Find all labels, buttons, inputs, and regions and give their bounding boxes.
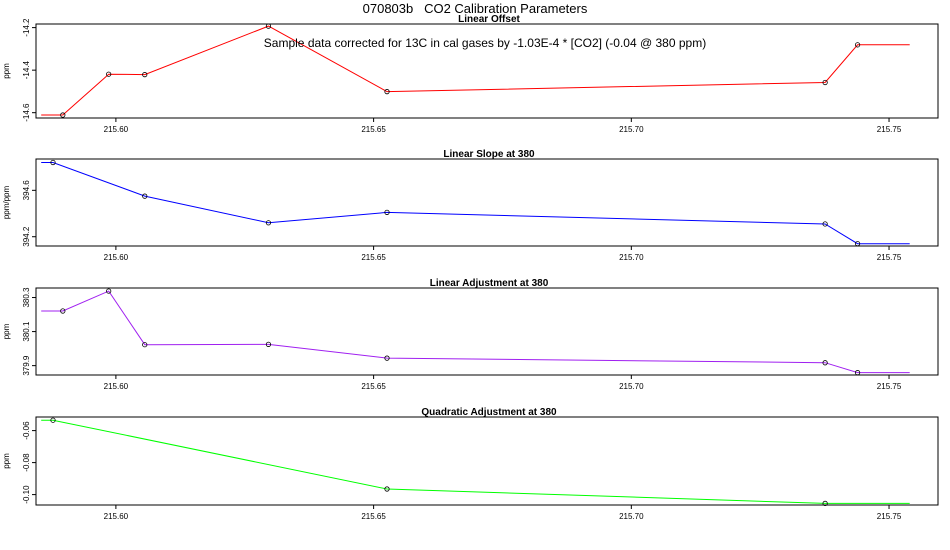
y-axis-label: ppm/ppm bbox=[2, 185, 11, 219]
x-tick-label: 215.70 bbox=[619, 125, 644, 134]
x-tick-label: 215.65 bbox=[361, 382, 386, 391]
y-tick-label: -14.2 bbox=[22, 18, 31, 37]
y-tick-label: -14.6 bbox=[22, 103, 31, 122]
data-point bbox=[106, 288, 112, 294]
data-point bbox=[265, 220, 272, 226]
panel-3: Linear Adjustment at 380 215.60 215.65 215.… bbox=[2, 278, 939, 391]
panel-title: Linear Slope at 380 bbox=[443, 149, 535, 160]
panel-1: Linear Offset 215.60 215.65 215.70 215.75 -14… bbox=[2, 14, 939, 134]
data-point bbox=[384, 486, 390, 492]
figure-title: 070803b CO2 Calibration Parameters bbox=[362, 1, 588, 16]
y-tick-label: 380.1 bbox=[22, 321, 31, 342]
y-tick-label: -0.08 bbox=[22, 453, 31, 472]
panel-4: Quadratic Adjustment at 380 215.60 215.65 2… bbox=[2, 407, 939, 521]
x-tick-label: 215.75 bbox=[877, 125, 902, 134]
x-tick-label: 215.75 bbox=[877, 512, 902, 521]
plot-frame bbox=[35, 416, 939, 506]
panel-title: Linear Adjustment at 380 bbox=[430, 278, 549, 289]
data-point bbox=[142, 72, 148, 78]
y-tick-label: -0.10 bbox=[22, 485, 31, 504]
x-tick-label: 215.60 bbox=[104, 125, 129, 134]
data-point bbox=[854, 241, 861, 247]
data-point bbox=[142, 193, 148, 199]
data-point bbox=[50, 159, 56, 166]
data-point bbox=[822, 500, 828, 506]
y-tick-label: -0.06 bbox=[22, 421, 31, 440]
data-point bbox=[822, 79, 828, 86]
y-axis-label: ppm bbox=[2, 323, 11, 339]
x-tick-label: 215.75 bbox=[877, 253, 902, 262]
x-tick-label: 215.70 bbox=[619, 253, 644, 262]
data-point bbox=[384, 209, 390, 215]
panel-2: Linear Slope at 380 215.60 215.65 215.70 215… bbox=[2, 149, 939, 262]
y-axis-label: ppm bbox=[2, 63, 11, 79]
y-tick-label: 394.2 bbox=[22, 226, 31, 247]
data-point bbox=[60, 112, 66, 118]
data-point bbox=[854, 42, 861, 48]
data-point bbox=[106, 71, 112, 77]
x-tick-label: 215.70 bbox=[619, 382, 644, 391]
x-tick-label: 215.65 bbox=[361, 253, 386, 262]
data-point bbox=[384, 89, 390, 95]
plot-frame bbox=[35, 287, 939, 376]
series-line bbox=[41, 162, 910, 245]
y-tick-label: 379.9 bbox=[22, 355, 31, 376]
x-tick-label: 215.70 bbox=[619, 512, 644, 521]
y-tick-label: 380.3 bbox=[22, 287, 31, 308]
series-line bbox=[41, 290, 910, 374]
x-tick-label: 215.60 bbox=[104, 382, 129, 391]
y-tick-label: -14.4 bbox=[22, 60, 31, 79]
x-tick-label: 215.60 bbox=[104, 512, 129, 521]
x-tick-label: 215.60 bbox=[104, 253, 129, 262]
data-point bbox=[822, 360, 828, 366]
series-line bbox=[41, 25, 910, 116]
x-tick-label: 215.65 bbox=[361, 512, 386, 521]
data-point bbox=[854, 370, 861, 376]
x-tick-label: 215.65 bbox=[361, 125, 386, 134]
y-axis-label: ppm bbox=[2, 453, 11, 469]
y-tick-label: 394.6 bbox=[22, 180, 31, 201]
data-point bbox=[384, 355, 390, 361]
plot-frame bbox=[35, 23, 939, 119]
panel-title: Quadratic Adjustment at 380 bbox=[421, 407, 557, 418]
x-tick-label: 215.75 bbox=[877, 382, 902, 391]
plot-frame bbox=[35, 158, 939, 247]
data-point bbox=[142, 342, 148, 348]
series-line bbox=[41, 419, 910, 504]
data-point bbox=[60, 308, 66, 314]
data-point bbox=[50, 417, 56, 423]
data-point bbox=[822, 221, 828, 227]
correction-annotation: Sample data corrected for 13C in cal gas… bbox=[264, 36, 706, 50]
data-point bbox=[265, 23, 272, 29]
data-point bbox=[265, 341, 272, 347]
panel-title: Linear Offset bbox=[458, 14, 520, 25]
